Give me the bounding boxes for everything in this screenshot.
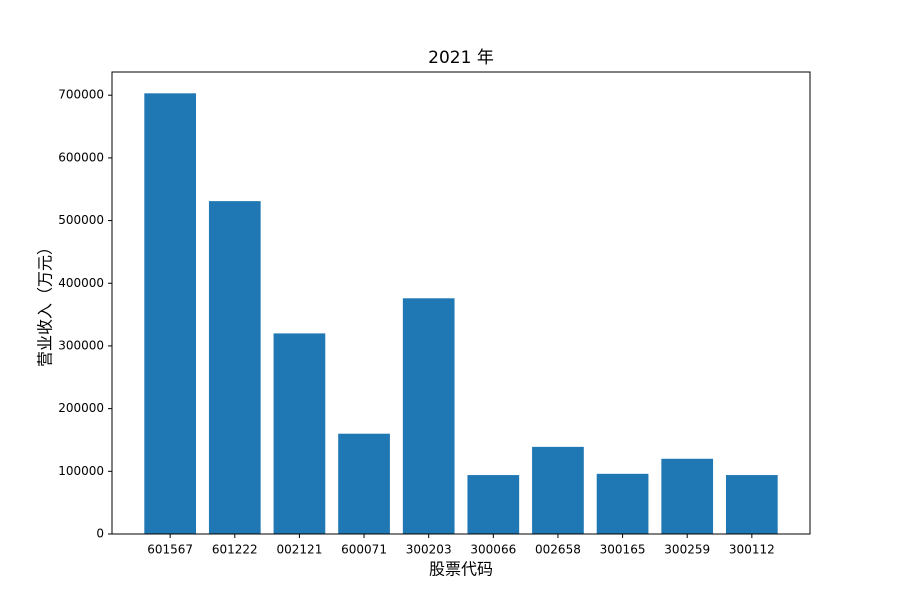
x-tick-label: 002121 <box>277 543 323 557</box>
x-tick-label: 002658 <box>535 543 581 557</box>
x-tick-label: 300203 <box>406 543 452 557</box>
y-axis-label: 营业收入（万元） <box>36 239 55 367</box>
x-tick-label: 300112 <box>729 543 775 557</box>
y-tick-label: 500000 <box>58 213 104 227</box>
x-tick-label: 300165 <box>600 543 646 557</box>
y-tick-label: 200000 <box>58 401 104 415</box>
x-axis-label: 股票代码 <box>429 560 493 579</box>
bar <box>532 446 584 534</box>
bar <box>338 433 390 534</box>
bar <box>725 475 778 534</box>
y-tick-label: 700000 <box>58 88 104 102</box>
y-tick-label: 300000 <box>58 338 104 352</box>
x-tick-label: 300259 <box>664 543 710 557</box>
bar <box>596 473 649 534</box>
y-tick-label: 100000 <box>58 464 104 478</box>
x-tick-label: 601567 <box>147 543 193 557</box>
plot-frame <box>111 71 811 535</box>
chart-title: 2021 年 <box>428 48 494 68</box>
x-tick-label: 300066 <box>470 543 516 557</box>
bar <box>273 333 326 534</box>
bar <box>402 298 455 534</box>
y-tick-label: 600000 <box>58 150 104 164</box>
bar <box>467 475 520 534</box>
y-tick-label: 0 <box>96 527 104 541</box>
bar <box>208 201 261 534</box>
y-tick-label: 400000 <box>58 276 104 290</box>
x-tick-label: 601222 <box>212 543 258 557</box>
bar <box>144 93 197 535</box>
x-tick-label: 600071 <box>341 543 387 557</box>
bar <box>661 458 714 534</box>
